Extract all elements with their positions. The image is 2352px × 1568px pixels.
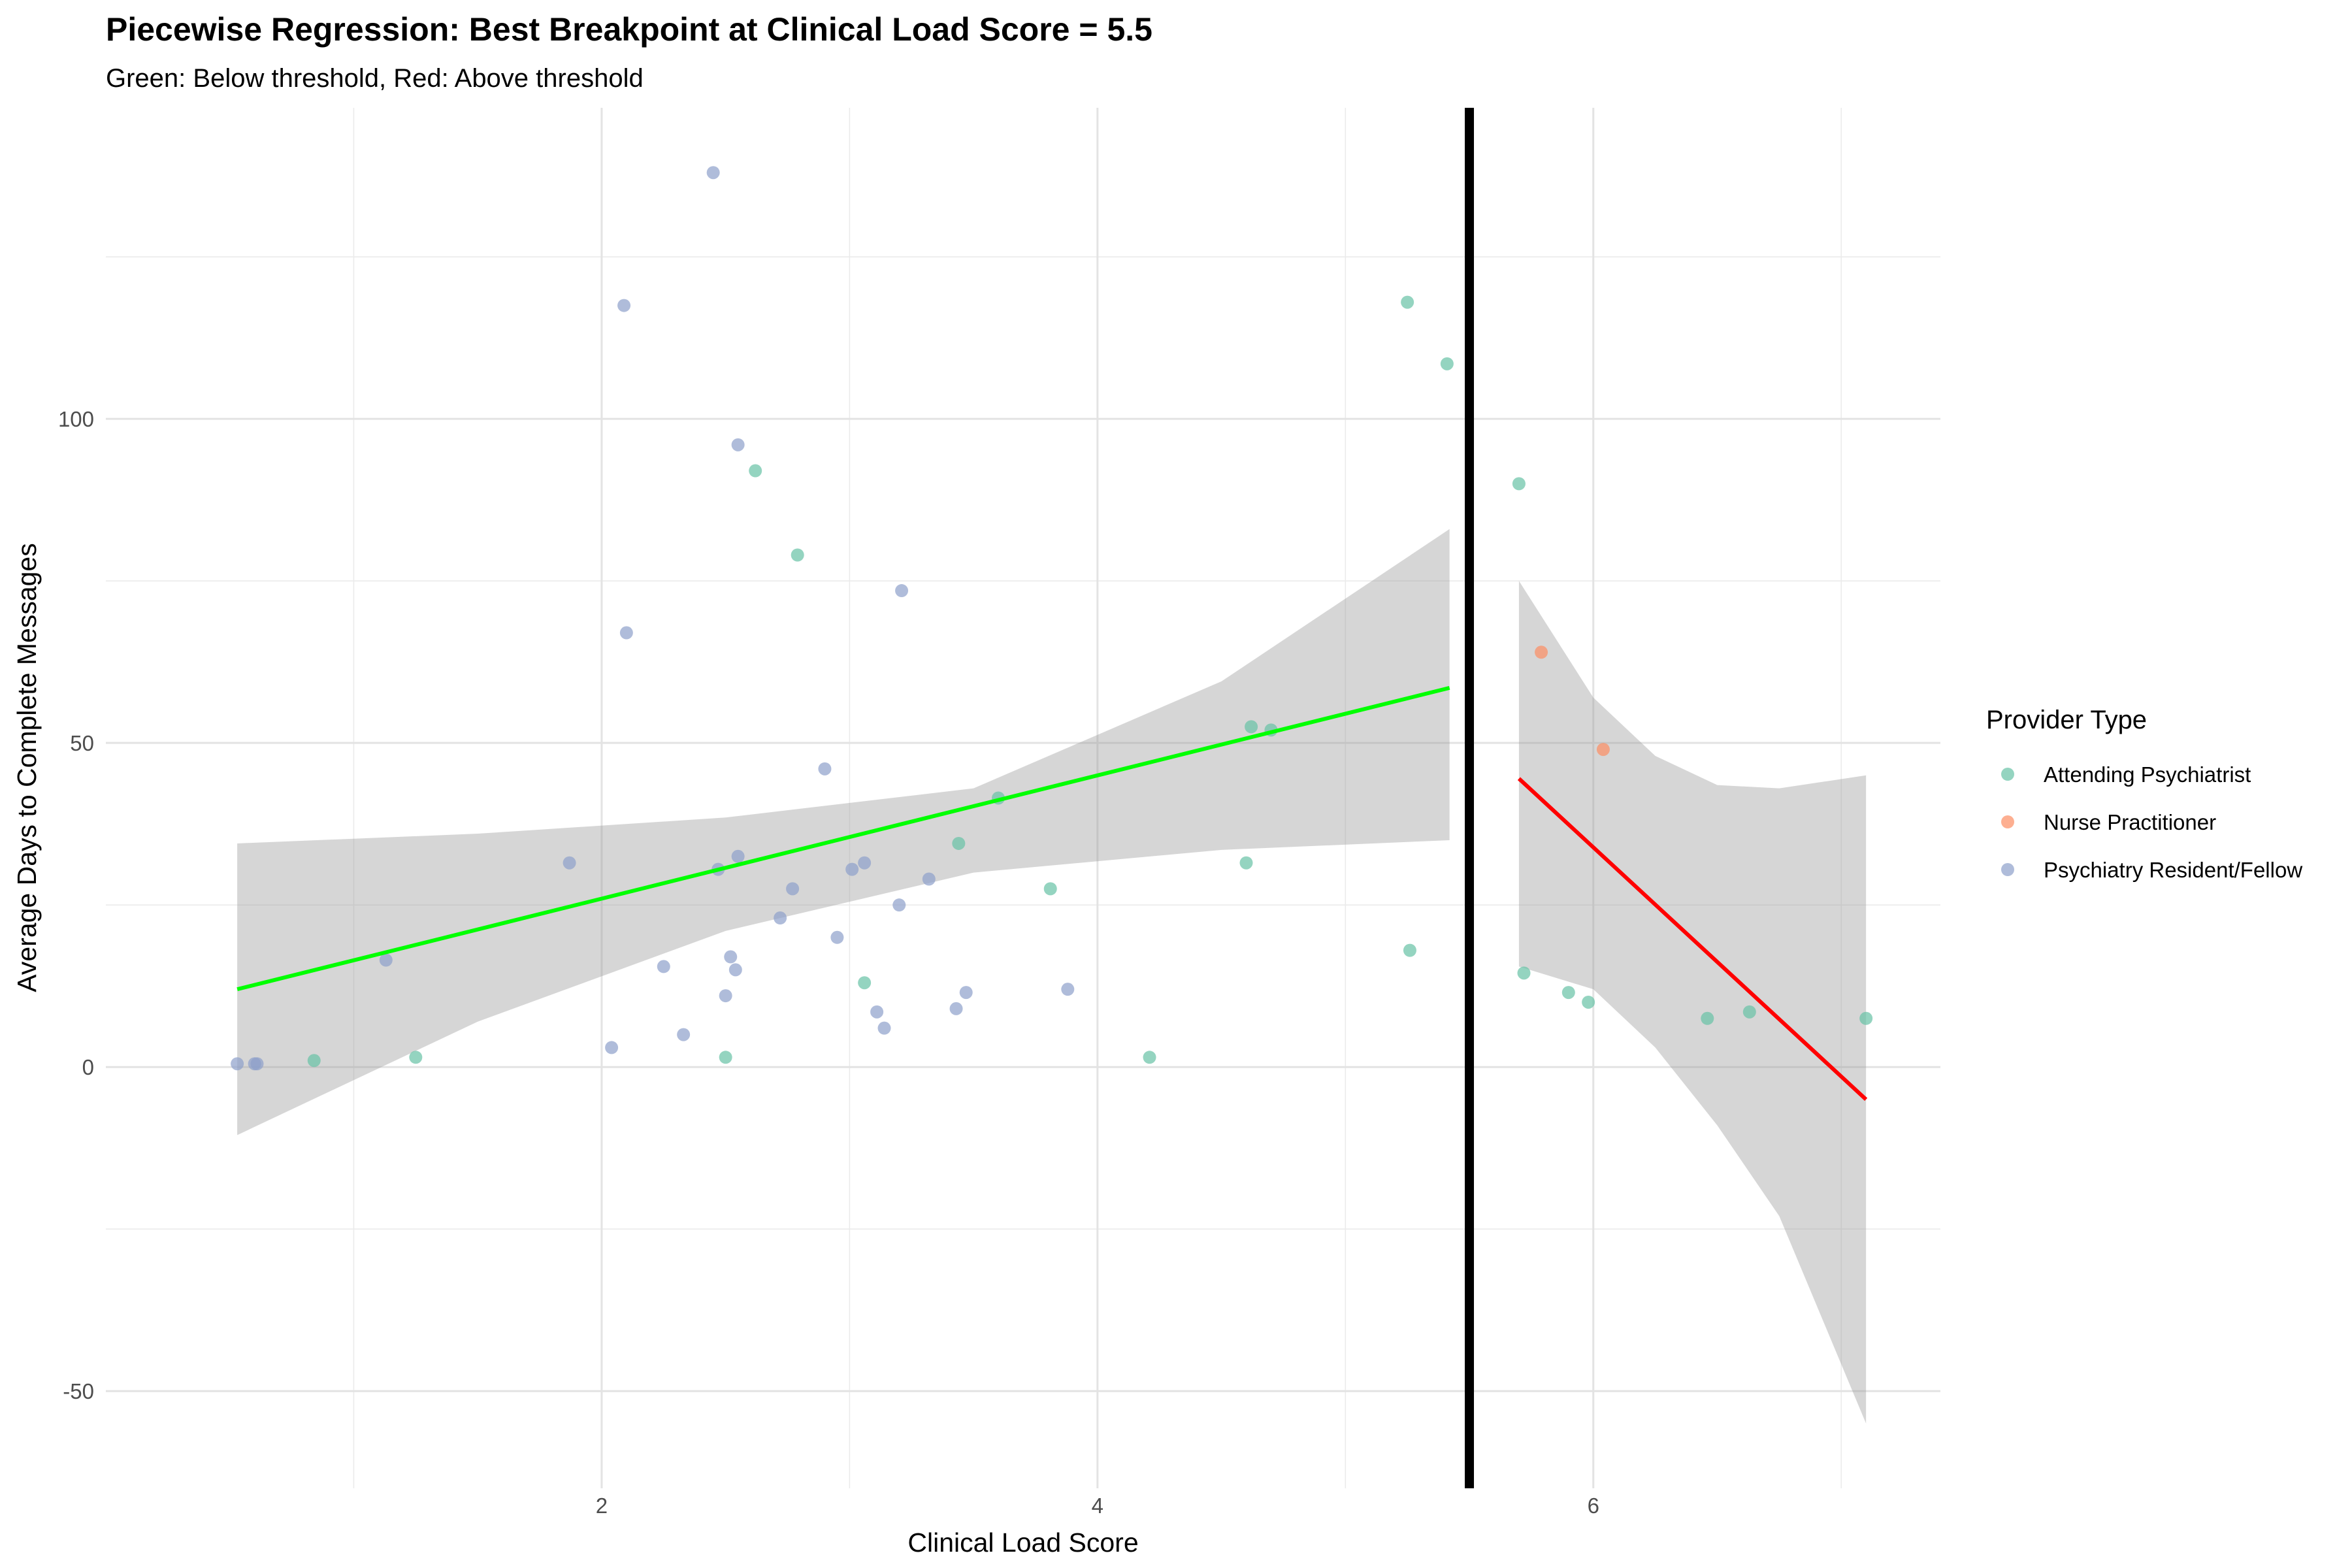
data-point	[877, 1021, 891, 1035]
plot-area	[106, 108, 1940, 1488]
data-point	[922, 872, 936, 886]
data-point	[1561, 986, 1575, 1000]
legend-item: Nurse Practitioner	[2001, 810, 2216, 834]
x-tick-label: 4	[1092, 1494, 1103, 1518]
data-point	[231, 1057, 244, 1071]
data-point	[1401, 295, 1414, 309]
data-point	[1535, 645, 1548, 659]
data-point	[892, 898, 906, 912]
data-point	[250, 1057, 264, 1071]
data-point	[1143, 1051, 1156, 1064]
legend: Provider Type Attending Psychiatrist Nurs…	[1986, 706, 2302, 882]
y-axis-title: Average Days to Complete Messages	[12, 543, 42, 992]
data-point	[1742, 1005, 1756, 1019]
data-point	[657, 960, 670, 973]
data-point	[724, 950, 738, 964]
data-point	[731, 849, 745, 863]
data-point	[774, 911, 787, 925]
legend-item: Psychiatry Resident/Fellow	[2001, 858, 2302, 882]
legend-swatch	[2001, 768, 2014, 781]
y-tick-label: 100	[58, 407, 94, 431]
data-point	[1582, 995, 1595, 1009]
data-point	[858, 976, 872, 990]
confidence-bands	[237, 529, 1867, 1424]
data-point	[818, 762, 832, 776]
data-point	[949, 1002, 963, 1015]
axis-ticks: 2 4 6 -50 0 50 100	[58, 407, 1599, 1518]
regression-lines	[237, 685, 1868, 1101]
confidence-band-above	[1518, 581, 1867, 1424]
legend-label: Psychiatry Resident/Fellow	[2044, 858, 2302, 882]
data-point	[1239, 856, 1253, 870]
x-axis-title: Clinical Load Score	[907, 1527, 1138, 1558]
data-point	[617, 299, 631, 312]
regression-line-below	[237, 685, 1450, 992]
y-tick-label: 0	[82, 1055, 94, 1079]
data-point	[1859, 1011, 1873, 1025]
data-point	[1245, 720, 1258, 734]
data-point	[1440, 357, 1454, 370]
data-point	[563, 856, 576, 870]
legend-items: Attending Psychiatrist Nurse Practitioner…	[2001, 762, 2302, 882]
data-point	[731, 438, 745, 451]
legend-swatch	[2001, 815, 2014, 828]
data-point	[845, 862, 859, 876]
regression-line-above	[1517, 777, 1868, 1101]
data-point	[786, 882, 800, 896]
confidence-band-below	[237, 529, 1450, 1135]
data-point	[677, 1028, 691, 1041]
legend-item: Attending Psychiatrist	[2001, 762, 2251, 787]
data-point	[1701, 1011, 1714, 1025]
data-point	[379, 953, 393, 967]
legend-title: Provider Type	[1986, 706, 2147, 734]
data-point	[1512, 477, 1526, 491]
data-point	[605, 1041, 619, 1054]
data-point	[830, 930, 844, 944]
data-points	[231, 166, 1873, 1071]
legend-label: Attending Psychiatrist	[2044, 762, 2251, 787]
data-point	[1596, 743, 1610, 757]
data-point	[619, 626, 633, 640]
data-point	[959, 986, 973, 1000]
x-tick-label: 6	[1588, 1494, 1599, 1518]
data-point	[952, 836, 966, 850]
data-point	[1517, 966, 1531, 980]
data-point	[719, 1051, 732, 1064]
data-point	[895, 584, 909, 598]
data-point	[706, 166, 720, 180]
data-point	[870, 1005, 884, 1019]
data-point	[728, 963, 742, 977]
data-point	[1043, 882, 1057, 896]
data-point	[409, 1051, 423, 1064]
data-point	[1403, 943, 1416, 957]
data-point	[1061, 983, 1075, 996]
chart-title: Piecewise Regression: Best Breakpoint at…	[106, 11, 1152, 48]
chart-subtitle: Green: Below threshold, Red: Above thres…	[106, 64, 644, 93]
x-tick-label: 2	[596, 1494, 608, 1518]
y-tick-label: -50	[63, 1379, 94, 1403]
legend-swatch	[2001, 863, 2014, 876]
grid-lines	[106, 108, 1940, 1488]
data-point	[791, 548, 804, 562]
data-point	[307, 1054, 321, 1068]
data-point	[719, 989, 732, 1003]
legend-label: Nurse Practitioner	[2044, 810, 2216, 834]
y-tick-label: 50	[70, 731, 94, 755]
data-point	[858, 856, 872, 870]
data-point	[749, 464, 762, 478]
